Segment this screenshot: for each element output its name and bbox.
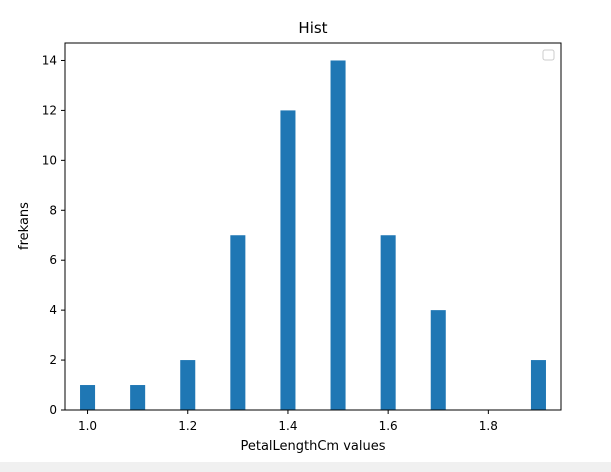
histogram-bar bbox=[280, 110, 296, 410]
y-tick-label: 0 bbox=[49, 403, 57, 417]
y-tick-label: 6 bbox=[49, 253, 57, 267]
x-axis-ticks: 1.0 1.2 1.4 1.6 1.8 bbox=[78, 410, 498, 433]
x-tick-label: 1.8 bbox=[479, 419, 498, 433]
x-axis-label: PetalLengthCm values bbox=[240, 439, 385, 454]
histogram-bar bbox=[80, 385, 96, 410]
y-axis-ticks: 0 2 4 6 8 10 12 14 bbox=[42, 53, 65, 417]
legend-box bbox=[542, 49, 555, 61]
x-tick-label: 1.2 bbox=[178, 419, 197, 433]
x-tick-label: 1.6 bbox=[379, 419, 398, 433]
bars-group bbox=[80, 60, 546, 410]
histogram-bar bbox=[330, 60, 346, 410]
histogram-bar bbox=[380, 235, 396, 410]
histogram-bar bbox=[180, 360, 196, 410]
x-tick-label: 1.0 bbox=[78, 419, 97, 433]
histogram-bar bbox=[430, 310, 446, 410]
histogram-bar bbox=[530, 360, 546, 410]
histogram-bar bbox=[130, 385, 146, 410]
y-axis-label: frekans bbox=[17, 202, 32, 250]
plot-frame bbox=[64, 42, 562, 411]
y-tick-label: 12 bbox=[42, 103, 57, 117]
y-tick-label: 14 bbox=[42, 53, 57, 67]
chart-title: Hist bbox=[298, 19, 327, 37]
y-tick-label: 2 bbox=[49, 353, 57, 367]
y-tick-label: 10 bbox=[42, 153, 57, 167]
y-tick-label: 4 bbox=[49, 303, 57, 317]
window-bottom-strip bbox=[0, 462, 611, 472]
histogram-bar bbox=[230, 235, 246, 410]
x-tick-label: 1.4 bbox=[278, 419, 297, 433]
y-tick-label: 8 bbox=[49, 203, 57, 217]
